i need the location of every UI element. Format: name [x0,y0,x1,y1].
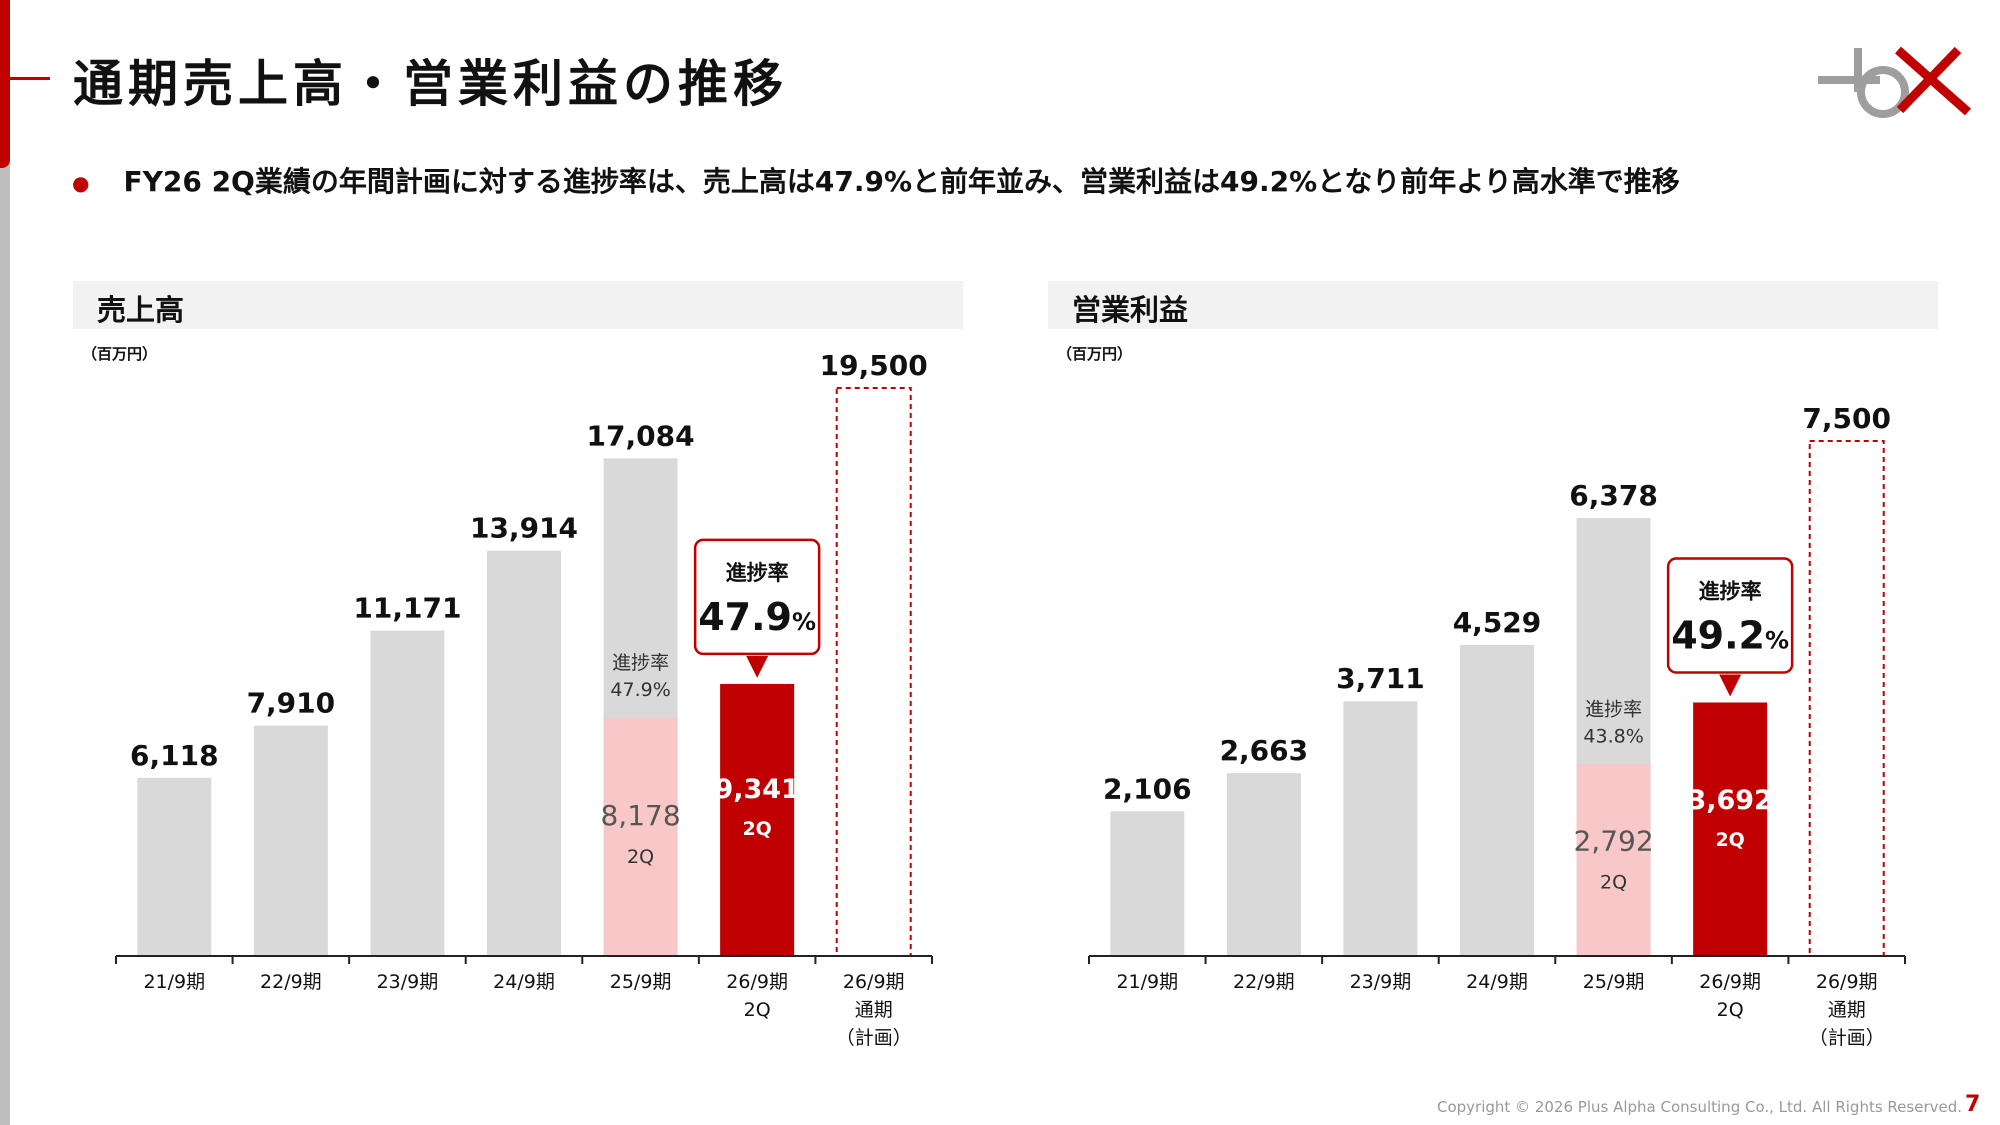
x-tick-label-6: 26/9期 [1816,971,1878,993]
x-tick-label-5: 2Q [744,999,771,1021]
x-tick-label-5: 26/9期 [1699,971,1761,993]
title-rule [0,77,50,80]
x-tick-label-3: 24/9期 [493,971,555,993]
x-tick-label-4: 25/9期 [1583,971,1645,993]
bar-1 [253,725,328,956]
value-label-1: 7,910 [247,687,336,720]
page-title: 通期売上高・営業利益の推移 [73,55,788,113]
bar-5 [1693,702,1768,956]
prior-progress-value: 47.9% [610,679,670,701]
copyright-footer: Copyright © 2026 Plus Alpha Consulting C… [1437,1098,1962,1116]
bar-0 [137,777,212,956]
value-label-6: 7,500 [1802,402,1891,435]
callout-title: 進捗率 [1699,579,1762,603]
x-tick-label-6: （計画） [1809,1027,1885,1049]
bar-2 [1343,701,1418,956]
callout-value: 49.2% [1671,613,1789,657]
value-label-6: 19,500 [820,349,928,382]
x-tick-label-6: 通期 [1828,999,1866,1021]
bar-5 [720,683,795,956]
callout-pointer [746,655,769,678]
x-tick-label-5: 26/9期 [726,971,788,993]
bar-2 [370,630,445,956]
prior-2q-value: 2,792 [1573,825,1653,858]
prior-progress-label: 進捗率 [1585,698,1642,720]
callout-title: 進捗率 [726,561,789,585]
company-logo [1818,46,1971,118]
sales-panel-header: 売上高 [73,281,963,329]
op-profit-unit-label: （百万円） [1057,345,1133,363]
value-label-2: 11,171 [353,592,461,625]
x-tick-label-0: 21/9期 [1116,971,1178,993]
op-profit-panel-title: 営業利益 [1072,293,1189,327]
prior-2q-sublabel: 2Q [1600,872,1627,894]
value-label-1: 2,663 [1220,734,1309,767]
value-label-3: 13,914 [470,512,578,545]
bar-6 [1808,440,1885,957]
bar-0 [1110,811,1185,956]
current-2q-sublabel: 2Q [742,818,771,840]
left-accent-bar-red [0,0,10,168]
summary-text: FY26 2Q業績の年間計画に対する進捗率は、売上高は47.9%と前年並み、営業… [123,165,1680,198]
bar-3 [1460,645,1534,956]
progress-callout [693,538,821,656]
x-tick-label-3: 24/9期 [1466,971,1528,993]
bar-3 [487,550,561,956]
x-tick-label-5: 2Q [1717,999,1744,1021]
callout-value: 47.9% [698,595,816,639]
current-2q-value: 3,692 [1687,785,1772,816]
prior-2q-sublabel: 2Q [627,846,654,868]
x-tick-label-1: 22/9期 [260,971,322,993]
sales-panel-title: 売上高 [97,293,185,327]
value-label-0: 2,106 [1103,772,1192,805]
value-label-4: 6,378 [1569,479,1658,512]
op-profit-panel-header: 営業利益 [1048,281,1938,329]
value-label-0: 6,118 [130,739,219,772]
x-tick-label-6: 26/9期 [843,971,905,993]
x-tick-label-2: 23/9期 [377,971,439,993]
x-tick-label-0: 21/9期 [143,971,205,993]
bar-1 [1226,773,1301,956]
summary-bullet: ● FY26 2Q業績の年間計画に対する進捗率は、売上高は47.9%と前年並み、営… [72,160,1680,200]
value-label-4: 17,084 [587,419,695,452]
prior-progress-value: 43.8% [1583,725,1643,747]
x-tick-label-4: 25/9期 [610,971,672,993]
prior-progress-label: 進捗率 [612,652,669,674]
callout-pointer [1719,674,1742,697]
value-label-2: 3,711 [1336,662,1425,695]
prior-2q-value: 8,178 [600,799,680,832]
x-tick-label-2: 23/9期 [1350,971,1412,993]
x-tick-label-6: 通期 [855,999,893,1021]
current-2q-value: 9,341 [714,774,799,805]
bullet-dot: ● [72,171,90,195]
prior-2q-bar [603,717,678,956]
sales-unit-label: （百万円） [82,345,158,363]
page-number: 7 [1965,1092,1981,1117]
prior-2q-bar [1576,764,1651,956]
value-label-3: 4,529 [1453,606,1542,639]
x-tick-label-1: 22/9期 [1233,971,1295,993]
progress-callout [1666,557,1794,674]
x-tick-label-6: （計画） [836,1027,912,1049]
current-2q-sublabel: 2Q [1715,829,1744,851]
left-accent-bar [0,0,10,1125]
